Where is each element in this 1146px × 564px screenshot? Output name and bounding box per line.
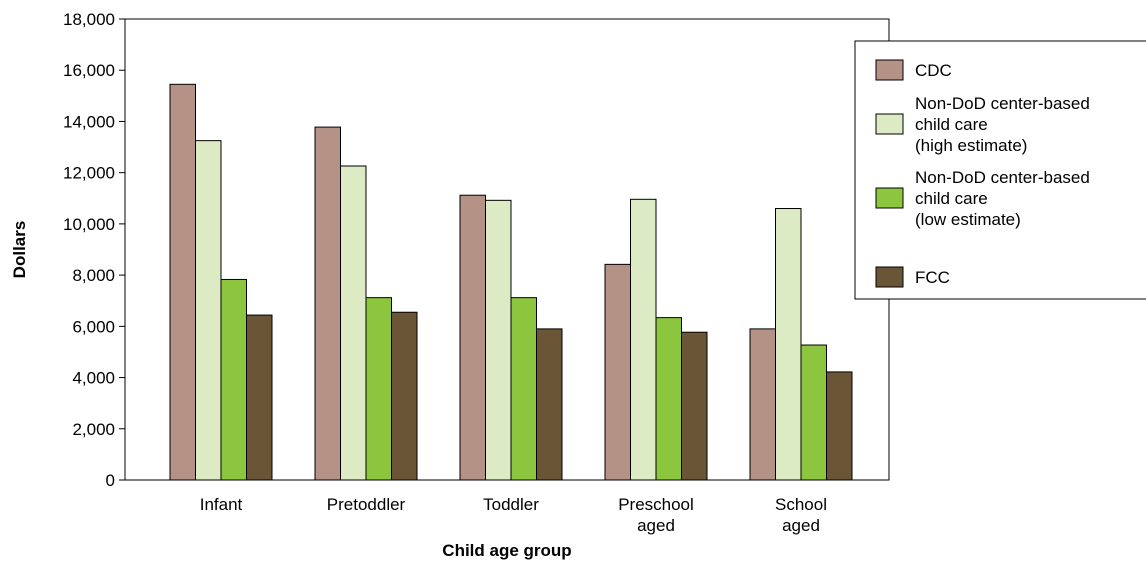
y-tick-label: 8,000	[72, 266, 115, 285]
y-tick-label: 4,000	[72, 369, 115, 388]
bar-series-3-cat-2	[536, 328, 563, 481]
x-tick-label: Preschool aged	[618, 495, 694, 535]
x-tick-label: Toddler	[483, 495, 539, 514]
bar-series-0-cat-2	[459, 194, 486, 481]
bar-series-2-cat-0	[220, 278, 247, 481]
legend-box	[854, 40, 1146, 300]
bars	[169, 83, 853, 481]
legend: CDC Non-DoD center-based child care (high e…	[854, 40, 1146, 300]
legend-swatch-2	[875, 187, 904, 209]
legend-swatch-0	[875, 59, 904, 81]
legend-swatch-3	[875, 266, 904, 288]
y-tick-label: 6,000	[72, 317, 115, 336]
x-tick-label: Pretoddler	[327, 495, 406, 514]
legend-label-0: CDC	[915, 61, 952, 80]
bar-series-2-cat-3	[655, 317, 682, 481]
y-tick-label: 2,000	[72, 420, 115, 439]
bar-series-1-cat-1	[340, 165, 367, 481]
bar-series-3-cat-1	[391, 311, 418, 481]
x-tick-label-line: Preschool	[618, 495, 694, 514]
y-tick-label: 18,000	[63, 10, 115, 29]
y-axis: 0 2,000 4,000 6,000 8,000 10,000 12,000 14,000 1…	[63, 10, 125, 490]
bar-series-1-cat-2	[485, 199, 512, 481]
y-tick-label: 10,000	[63, 215, 115, 234]
bar-series-3-cat-4	[826, 371, 853, 481]
bar-series-0-cat-1	[314, 126, 341, 481]
x-tick-label-line: aged	[637, 516, 675, 535]
legend-label-line: CDC	[915, 61, 952, 80]
legend-label-line: child care	[915, 189, 988, 208]
x-tick-label-line: Pretoddler	[327, 495, 406, 514]
legend-label-line: child care	[915, 115, 988, 134]
bar-series-1-cat-4	[775, 208, 802, 481]
legend-label-line: Non-DoD center-based	[915, 168, 1090, 187]
bar-series-2-cat-2	[510, 297, 537, 481]
bar-series-0-cat-0	[169, 83, 196, 481]
x-tick-label-line: Infant	[200, 495, 243, 514]
legend-label-line: Non-DoD center-based	[915, 94, 1090, 113]
bar-series-1-cat-0	[195, 140, 222, 481]
bar-series-1-cat-3	[630, 198, 657, 481]
legend-label-3: FCC	[915, 268, 950, 287]
y-tick-label: 0	[106, 471, 115, 490]
legend-swatch-1	[875, 113, 904, 135]
legend-label-1: Non-DoD center-based child care (high esti…	[915, 94, 1090, 155]
legend-label-line: (high estimate)	[915, 136, 1027, 155]
legend-label-line: (low estimate)	[915, 210, 1021, 229]
x-tick-label-line: aged	[782, 516, 820, 535]
bar-series-2-cat-4	[800, 344, 827, 481]
y-axis-title: Dollars	[10, 221, 29, 279]
legend-label-2: Non-DoD center-based child care (low estim…	[915, 168, 1090, 229]
y-tick-label: 12,000	[63, 164, 115, 183]
x-tick-label: School aged	[775, 495, 827, 535]
bar-series-2-cat-1	[365, 297, 392, 481]
bar-series-3-cat-0	[246, 314, 273, 481]
x-tick-label-line: Toddler	[483, 495, 539, 514]
y-tick-label: 14,000	[63, 112, 115, 131]
x-tick-label-line: School	[775, 495, 827, 514]
legend-label-line: FCC	[915, 268, 950, 287]
bar-series-3-cat-3	[681, 331, 708, 481]
x-axis-title: Child age group	[442, 541, 571, 560]
y-tick-label: 16,000	[63, 61, 115, 80]
bar-series-0-cat-4	[749, 328, 776, 481]
bar-series-0-cat-3	[604, 263, 631, 481]
x-axis: Infant Pretoddler Toddler Preschool agedScho…	[200, 495, 827, 535]
x-tick-label: Infant	[200, 495, 243, 514]
